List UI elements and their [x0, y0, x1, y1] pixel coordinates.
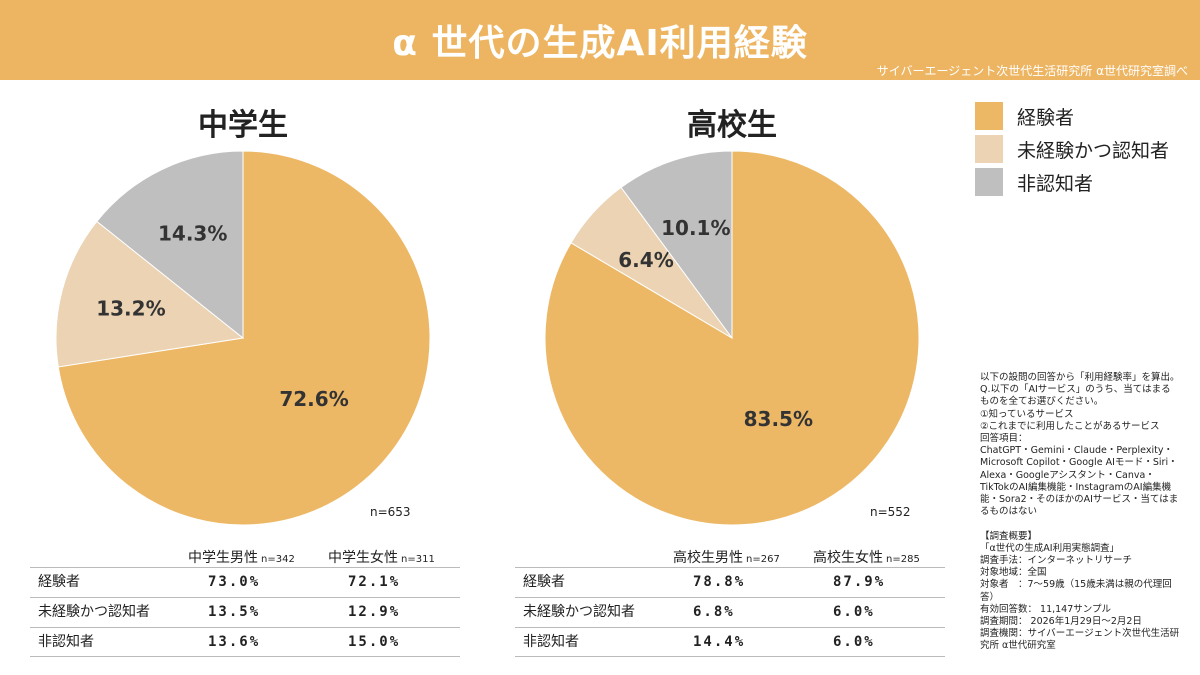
pie-slice-aware — [55, 220, 245, 368]
legend-item-unaware: 非認知者 — [975, 168, 1093, 196]
data-label-aware: 6.4% — [618, 248, 673, 272]
header-banner: α 世代の生成AI利用経験 サイバーエージェント次世代生活研究所 α世代研究室調… — [0, 0, 1200, 80]
data-label-experienced: 72.6% — [279, 387, 348, 411]
legend-swatch — [975, 102, 1003, 130]
table-junior-high: 中学生男性 n=342 中学生女性 n=311 経験者 73.0% 72.1% 未経験か… — [30, 545, 460, 657]
legend-item-aware: 未経験かつ認知者 — [975, 135, 1169, 163]
table-row: 経験者 78.8% 87.9% — [515, 567, 945, 597]
table-header: 高校生男性 n=267 高校生女性 n=285 — [515, 545, 945, 567]
data-label-aware: 13.2% — [96, 296, 165, 320]
survey-notes: 以下の設問の回答から「利用経験率」を算出。 Q.以下の「AIサービス」のうち、当… — [980, 372, 1180, 652]
pie-chart-high-school: 83.5% 6.4% 10.1% — [544, 150, 920, 526]
page-title: α 世代の生成AI利用経験 — [392, 23, 808, 64]
legend-swatch — [975, 135, 1003, 163]
table-row: 非認知者 13.6% 15.0% — [30, 627, 460, 657]
legend-item-experienced: 経験者 — [975, 102, 1074, 130]
col-header: 中学生女性 n=311 — [328, 550, 435, 566]
sample-size-junior-high: n=653 — [370, 505, 411, 519]
pie-slice-unaware — [620, 150, 733, 340]
col-header: 高校生男性 n=267 — [673, 550, 780, 566]
source-credit: サイバーエージェント次世代生活研究所 α世代研究室調べ — [876, 64, 1188, 78]
legend-label: 未経験かつ認知者 — [1017, 139, 1170, 162]
table-high-school: 高校生男性 n=267 高校生女性 n=285 経験者 78.8% 87.9% 未経験か… — [515, 545, 945, 657]
sample-size-high-school: n=552 — [870, 505, 911, 519]
col-header: 中学生男性 n=342 — [188, 550, 295, 566]
data-label-unaware: 10.1% — [661, 216, 730, 240]
pie-chart-junior-high: 72.6% 13.2% 14.3% — [55, 150, 431, 526]
legend-label: 経験者 — [1017, 106, 1075, 129]
data-label-unaware: 14.3% — [158, 222, 227, 246]
pie-slice-experienced — [57, 150, 431, 526]
table-row: 非認知者 14.4% 6.0% — [515, 627, 945, 657]
legend-label: 非認知者 — [1017, 172, 1094, 195]
pie-slice-unaware — [96, 150, 244, 340]
table-row: 未経験かつ認知者 13.5% 12.9% — [30, 597, 460, 627]
col-header: 高校生女性 n=285 — [813, 550, 920, 566]
legend-swatch — [975, 168, 1003, 196]
table-row: 経験者 73.0% 72.1% — [30, 567, 460, 597]
data-label-experienced: 83.5% — [744, 407, 813, 431]
pie-title-high-school: 高校生 — [687, 108, 777, 143]
table-header: 中学生男性 n=342 中学生女性 n=311 — [30, 545, 460, 567]
pie-title-junior-high: 中学生 — [198, 108, 288, 143]
table-row: 未経験かつ認知者 6.8% 6.0% — [515, 597, 945, 627]
